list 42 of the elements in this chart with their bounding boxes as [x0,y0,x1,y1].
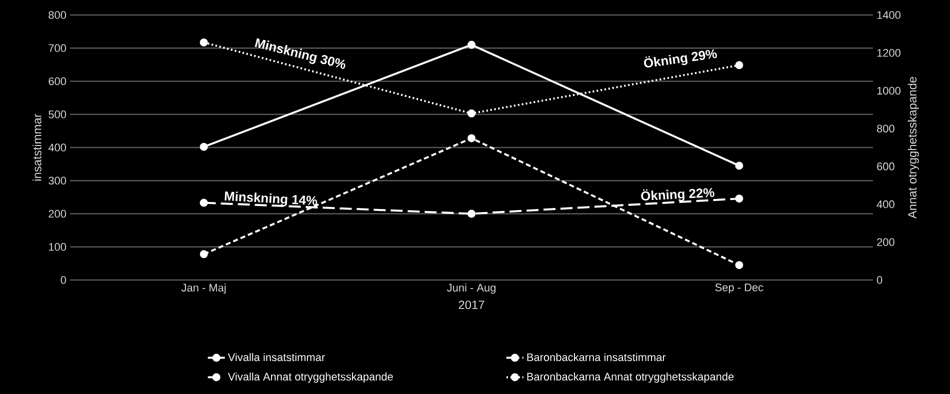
point [468,134,476,142]
y-tick-label: 800 [48,11,66,19]
point [200,198,208,207]
annotation: Ökning 29% [644,49,717,68]
legend-label: Baronbackarna insatstimmar [527,353,666,362]
point [200,38,208,46]
y2-tick-label: 400 [876,200,894,208]
y2-tick-label: 1200 [877,48,900,57]
y2-tick-label: 0 [876,276,882,284]
y-tick-label: 500 [48,110,66,118]
y2-tick-label: 200 [877,238,894,246]
point [735,261,744,270]
annotation: Ökning 22% [641,188,714,202]
y2-axis-title: Annat otrygghetsskapande [908,76,919,219]
y-tick-label: 0 [60,276,66,284]
point [735,61,744,70]
point [468,40,476,49]
point [468,109,476,118]
y-tick-label: 200 [48,210,66,218]
y-tick-label: 600 [48,77,66,86]
point [468,210,476,218]
legend-label: Vivalla insatstimmar [228,353,325,362]
y-tick-label: 700 [48,44,66,52]
y2-tick-label: 600 [877,162,894,170]
x-tick-label: Juni - Aug [447,284,496,294]
legend-label: Baronbackarna Annat otrygghetsskapande [527,372,734,383]
point [200,142,208,151]
x-tick-label: Sep - Dec [715,284,764,294]
legend-label: Vivalla Annat otrygghetsskapande [228,372,393,383]
y2-tick-label: 1000 [877,86,900,95]
x-tick-label: Jan - Maj [181,284,226,294]
x-axis-title: 2017 [458,300,484,310]
y-axis-title: insatstimmar [32,114,42,181]
point [735,194,744,203]
y2-tick-label: 1400 [877,11,900,19]
y2-tick-label: 800 [876,124,894,132]
y-tick-label: 300 [48,176,66,185]
y-tick-label: 400 [48,144,66,152]
annotation: Minskning 14% [224,192,318,206]
point [735,162,744,170]
y-tick-label: 100 [49,243,66,251]
point [200,250,208,258]
